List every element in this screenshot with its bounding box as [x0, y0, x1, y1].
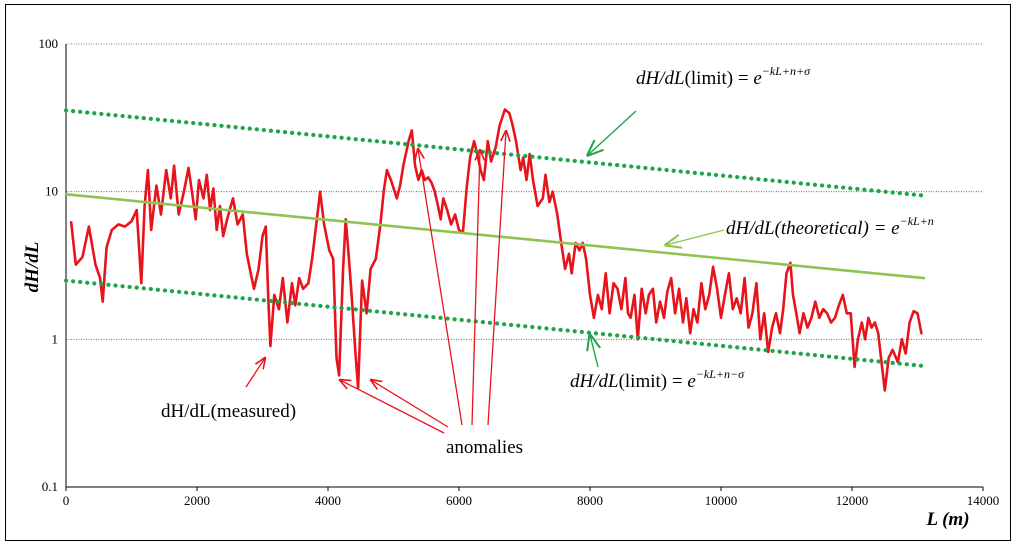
x-axis-title: L (m) [925, 509, 969, 530]
anomaly-arrow-4 [471, 150, 480, 426]
anomaly-arrow-5 [487, 131, 506, 426]
theoretical-base: e [891, 218, 899, 239]
theoretical-series [64, 193, 926, 280]
measured-arrow [245, 358, 265, 388]
theoretical-annotation: dH/dL(theoretical) = e−kL+n [666, 214, 934, 245]
x-tick-label: 4000 [315, 493, 341, 508]
tick-labels: 0.1 1 10 100 0 2000 4000 6000 8000 10000 12000 1400… [39, 36, 1000, 508]
theoretical-arrow [666, 229, 725, 245]
anomaly-arrow-3 [418, 149, 463, 426]
x-tick-label: 8000 [577, 493, 603, 508]
y-axis-title: dH/dL [22, 242, 43, 293]
y-tick-label: 0.1 [42, 479, 58, 494]
gridlines [66, 43, 983, 340]
lower-limit-series [63, 278, 927, 369]
measured-annotation: dH/dL(measured) [161, 358, 296, 422]
x-tick-label: 6000 [446, 493, 472, 508]
svg-text:dH/dL(theoretical) = e−kL+n: dH/dL(theoretical) = e−kL+n [726, 214, 934, 239]
svg-text:dH/dL(limit) = e−kL+n+σ: dH/dL(limit) = e−kL+n+σ [636, 64, 811, 89]
x-tick-label: 12000 [836, 493, 869, 508]
theoretical-exponent: −kL+n [900, 214, 934, 228]
y-tick-label: 10 [45, 184, 58, 199]
svg-text:dH/dL(limit) = e−kL+n−σ: dH/dL(limit) = e−kL+n−σ [570, 367, 745, 392]
x-tick-label: 2000 [184, 493, 210, 508]
anomaly-arrow-2 [371, 380, 449, 428]
theoretical-mid: (theoretical) = [775, 218, 892, 239]
upper-limit-annotation: dH/dL(limit) = e−kL+n+σ [588, 64, 811, 155]
upper-limit-exponent: −kL+n+σ [762, 64, 811, 78]
measured-label: dH/dL(measured) [161, 401, 296, 422]
anomalies-annotation: anomalies [340, 131, 523, 458]
lower-limit-mid: (limit) = [619, 371, 688, 392]
lower-limit-arrow [590, 335, 598, 368]
x-tick-label: 0 [63, 493, 70, 508]
anomaly-arrow-1 [340, 380, 445, 434]
anomalies-label: anomalies [446, 437, 523, 458]
lower-limit-base: e [687, 371, 695, 392]
upper-limit-lhs: dH/dL [636, 68, 685, 89]
x-tick-label: 10000 [705, 493, 738, 508]
lower-limit-annotation: dH/dL(limit) = e−kL+n−σ [570, 335, 745, 392]
upper-limit-series [63, 108, 927, 198]
series-layer [63, 108, 927, 392]
y-tick-label: 1 [52, 331, 59, 346]
theoretical-lhs: dH/dL [726, 218, 775, 239]
chart-frame: 0.1 1 10 100 0 2000 4000 6000 8000 10000 12000 1400… [5, 4, 1011, 541]
lower-limit-lhs: dH/dL [570, 371, 619, 392]
lower-limit-exponent: −kL+n−σ [696, 367, 745, 381]
line-chart: 0.1 1 10 100 0 2000 4000 6000 8000 10000 12000 1400… [22, 36, 1000, 530]
x-tick-label: 14000 [967, 493, 1000, 508]
upper-limit-arrow [588, 110, 637, 155]
upper-limit-mid: (limit) = [685, 68, 754, 89]
upper-limit-base: e [753, 68, 761, 89]
y-tick-label: 100 [39, 36, 59, 51]
axes [65, 44, 984, 491]
